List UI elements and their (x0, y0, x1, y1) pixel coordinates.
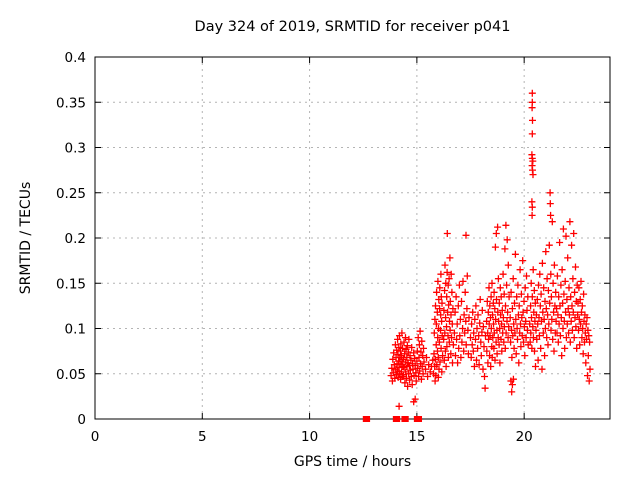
y-tick-label: 0.4 (65, 50, 86, 66)
zero-value-marker (402, 416, 409, 422)
y-tick-label: 0.25 (56, 186, 86, 202)
y-tick-label: 0.05 (56, 367, 86, 383)
x-tick-label: 20 (516, 429, 533, 445)
y-tick-label: 0.35 (56, 95, 86, 111)
chart-title: Day 324 of 2019, SRMTID for receiver p04… (195, 19, 511, 35)
x-tick-label: 10 (301, 429, 318, 445)
y-tick-label: 0.15 (56, 276, 86, 292)
zero-value-marker (394, 416, 401, 422)
x-tick-label: 15 (408, 429, 425, 445)
y-tick-label: 0.1 (65, 322, 86, 338)
y-axis-label: SRMTID / TECUs (18, 182, 34, 295)
axis-tick-labels: 0 5 10 15 20 0 0.05 0.1 0.15 0.2 0.25 0.3 0.35 0.4 (56, 50, 533, 445)
zero-value-marker (416, 416, 423, 422)
y-tick-label: 0 (77, 412, 86, 428)
y-tick-label: 0.3 (65, 141, 86, 157)
axis-ticks (94, 56, 610, 420)
x-tick-label: 5 (198, 429, 207, 445)
gridlines (95, 57, 610, 419)
x-tick-label: 0 (91, 429, 100, 445)
data-points (362, 89, 594, 422)
plot-border (94, 56, 611, 420)
y-tick-label: 0.2 (65, 231, 86, 247)
x-axis-label: GPS time / hours (294, 454, 411, 470)
plus-markers (387, 89, 594, 410)
zero-value-marker (364, 416, 371, 422)
